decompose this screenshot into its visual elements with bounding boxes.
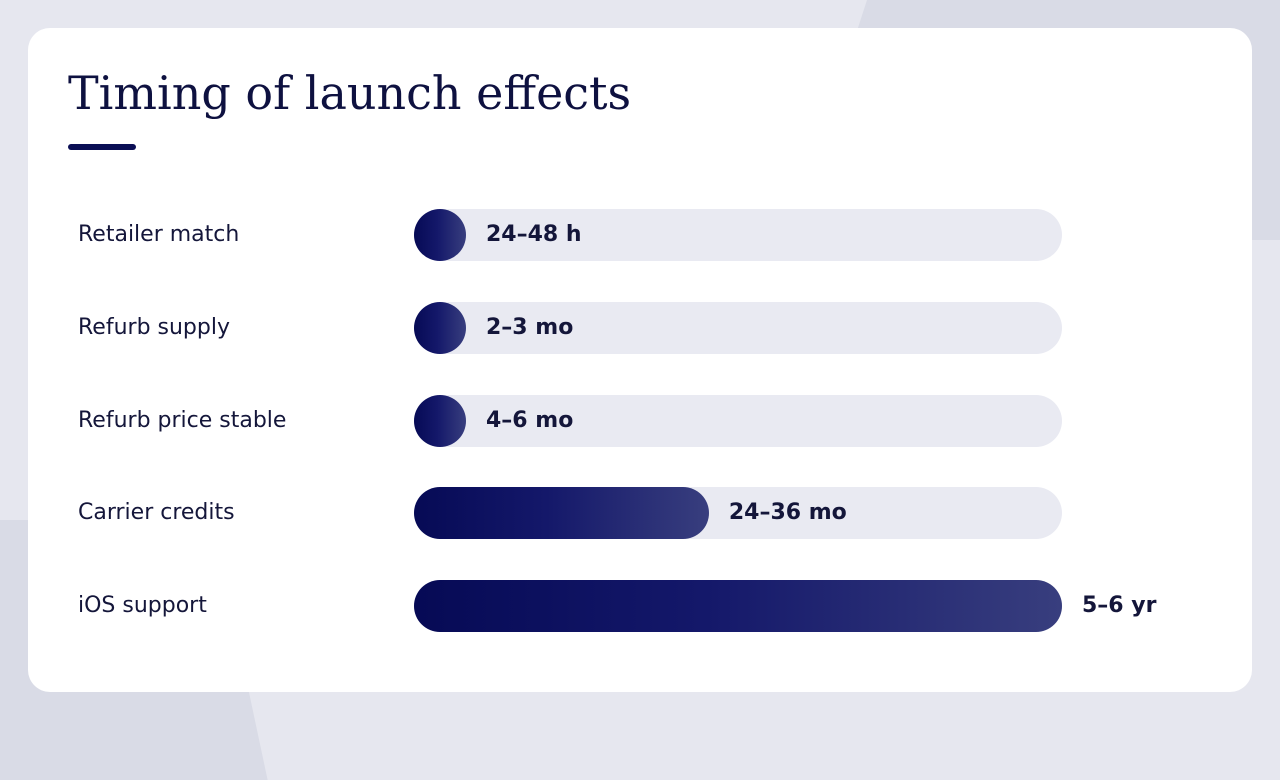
category-label: Retailer match [78, 222, 240, 247]
bar-track [414, 209, 1062, 261]
bar-chart: Retailer match 24–48 h Refurb supply 2–3 mo… [28, 28, 1252, 692]
bar [414, 209, 466, 261]
category-label: Refurb price stable [78, 407, 287, 433]
slide-card: Timing of launch effects Retailer match 2… [28, 28, 1252, 692]
bar [414, 580, 1062, 632]
category-label: iOS support [78, 593, 207, 618]
category-label: Refurb supply [78, 314, 230, 340]
bar-value-label: 5–6 yr [1082, 593, 1157, 618]
bar-track [414, 394, 1062, 447]
bar [414, 394, 466, 447]
slide-title: Timing of launch effects [68, 66, 632, 120]
bar-value-label: 24–48 h [486, 222, 582, 247]
bar-value-label: 24–36 mo [728, 500, 847, 526]
bar-track [414, 301, 1062, 354]
title-underline [68, 144, 136, 150]
bar [414, 301, 466, 354]
bar [414, 487, 709, 540]
bar-value-label: 4–6 mo [486, 407, 574, 433]
bar-value-label: 2–3 mo [486, 314, 574, 340]
category-label: Carrier credits [78, 500, 235, 526]
